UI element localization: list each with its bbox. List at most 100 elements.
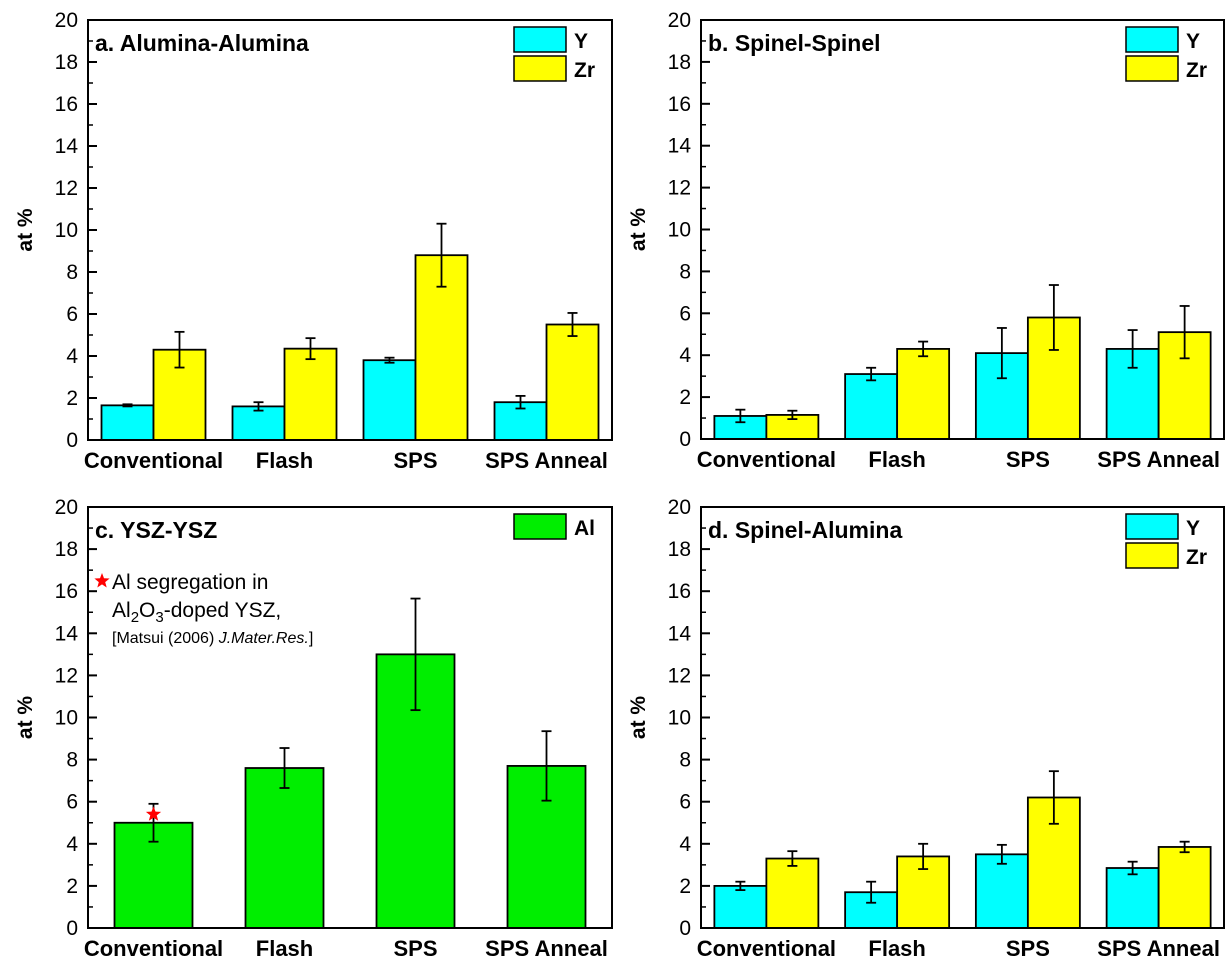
y-tick-label: 4 <box>679 833 691 856</box>
x-category-label: Flash <box>868 447 925 472</box>
bar-zr <box>283 347 338 441</box>
y-tick-label: 18 <box>668 538 691 561</box>
y-tick-label: 16 <box>55 93 78 116</box>
legend-swatch-al <box>513 513 567 540</box>
chart-panel-a: 0 2 4 6 8 10 12 14 16 18 20 at % Conventional Flash SP… <box>14 9 613 473</box>
y-tick-label: 12 <box>668 177 691 200</box>
y-tick-label: 12 <box>55 664 78 687</box>
y-axis-label: at % <box>14 696 37 740</box>
x-category-label: SPS Anneal <box>485 936 608 960</box>
y-tick-label: 20 <box>668 9 691 32</box>
legend-swatch-zr <box>513 55 567 82</box>
y-tick-label: 20 <box>668 496 691 519</box>
annotation-line-1: Al segregation in <box>112 571 268 594</box>
y-tick-label: 20 <box>55 496 78 519</box>
y-tick-label: 14 <box>55 622 79 645</box>
chart-panel-c: 0 2 4 6 8 10 12 14 16 18 20 at % Conventional Flash SP… <box>14 496 613 960</box>
chart-panel-d: 0 2 4 6 8 10 12 14 16 18 20 at % Conventional Flash SP… <box>627 496 1225 960</box>
legend-swatch-y <box>1125 513 1179 540</box>
y-tick-label: 2 <box>679 386 691 409</box>
y-tick-label: 18 <box>55 51 78 74</box>
bar-y <box>844 373 899 440</box>
y-axis-label: at % <box>627 696 650 740</box>
citation-text: [Matsui (2006) <box>112 630 219 647</box>
citation-text: ] <box>309 630 313 647</box>
legend-label-y: Y <box>1186 30 1200 53</box>
reference-star-marker <box>145 806 162 821</box>
y-tick-label: 14 <box>668 135 692 158</box>
legend-swatch-zr <box>1125 542 1179 569</box>
y-tick-label: 16 <box>668 580 691 603</box>
y-tick-label: 8 <box>66 749 78 772</box>
y-tick-label: 2 <box>66 387 78 410</box>
citation-text: J.Mater.Res. <box>218 630 309 647</box>
x-category-label: Flash <box>868 936 925 960</box>
subscript: 3 <box>155 609 163 626</box>
x-category-label: SPS <box>393 936 437 960</box>
bar-y <box>362 359 417 441</box>
legend-label-al: Al <box>574 517 595 540</box>
y-tick-label: 2 <box>679 875 691 898</box>
legend-swatch-y <box>513 26 567 53</box>
y-tick-label: 0 <box>679 917 691 940</box>
plot-frame <box>87 506 613 929</box>
y-tick-label: 4 <box>66 345 78 368</box>
plot-frame <box>87 19 613 441</box>
legend-label-y: Y <box>1186 517 1200 540</box>
annotation-text: Al <box>112 599 131 622</box>
legend-label-zr: Zr <box>1186 546 1207 569</box>
x-category-label: Conventional <box>697 936 836 960</box>
y-tick-label: 6 <box>66 303 78 326</box>
y-tick-label: 20 <box>55 9 78 32</box>
subscript: 2 <box>131 609 139 626</box>
y-tick-label: 18 <box>55 538 78 561</box>
bar-al <box>244 767 325 929</box>
y-tick-label: 16 <box>668 93 691 116</box>
y-tick-label: 8 <box>679 749 691 772</box>
y-tick-label: 0 <box>679 428 691 451</box>
annotation-line-2: Al2O3-doped YSZ, <box>112 599 281 626</box>
annotation-text: -doped YSZ, <box>164 599 282 622</box>
y-tick-label: 16 <box>55 580 78 603</box>
y-tick-label: 14 <box>55 135 79 158</box>
legend-swatch-zr <box>1125 55 1179 82</box>
y-tick-label: 4 <box>66 833 78 856</box>
legend-label-zr: Zr <box>1186 59 1207 82</box>
y-tick-label: 10 <box>668 707 691 730</box>
bar-zr <box>896 348 951 440</box>
x-category-label: Conventional <box>697 447 836 472</box>
bar-zr <box>1157 846 1212 929</box>
y-tick-label: 4 <box>679 344 691 367</box>
y-tick-label: 6 <box>66 791 78 814</box>
plot-frame <box>700 19 1225 440</box>
y-axis-label: at % <box>627 208 650 252</box>
bar-zr <box>545 323 600 441</box>
annotation-citation: [Matsui (2006) J.Mater.Res.] <box>112 630 313 647</box>
y-tick-label: 10 <box>55 707 78 730</box>
x-category-label: Conventional <box>84 448 223 473</box>
annotation-star-icon <box>94 573 110 588</box>
x-category-label: SPS <box>393 448 437 473</box>
y-tick-label: 6 <box>679 302 691 325</box>
y-tick-label: 0 <box>66 429 78 452</box>
y-tick-label: 10 <box>668 219 691 242</box>
x-category-label: Flash <box>256 936 313 960</box>
bar-zr <box>765 857 820 929</box>
y-tick-label: 0 <box>66 917 78 940</box>
legend-swatch-y <box>1125 26 1179 53</box>
x-category-label: SPS <box>1006 936 1050 960</box>
y-tick-label: 14 <box>668 622 692 645</box>
y-tick-label: 8 <box>66 261 78 284</box>
y-tick-label: 10 <box>55 219 78 242</box>
y-tick-label: 2 <box>66 875 78 898</box>
panel-title: c. YSZ-YSZ <box>95 517 217 543</box>
x-category-label: SPS Anneal <box>485 448 608 473</box>
x-category-label: SPS Anneal <box>1097 447 1220 472</box>
chart-panel-b: 0 2 4 6 8 10 12 14 16 18 20 at % Conventional Flash SP… <box>627 9 1225 472</box>
panel-title: b. Spinel-Spinel <box>708 30 881 56</box>
plot-frame <box>700 506 1225 929</box>
y-tick-label: 18 <box>668 51 691 74</box>
legend-label-y: Y <box>574 30 588 53</box>
y-tick-label: 6 <box>679 791 691 814</box>
x-category-label: Conventional <box>84 936 223 960</box>
